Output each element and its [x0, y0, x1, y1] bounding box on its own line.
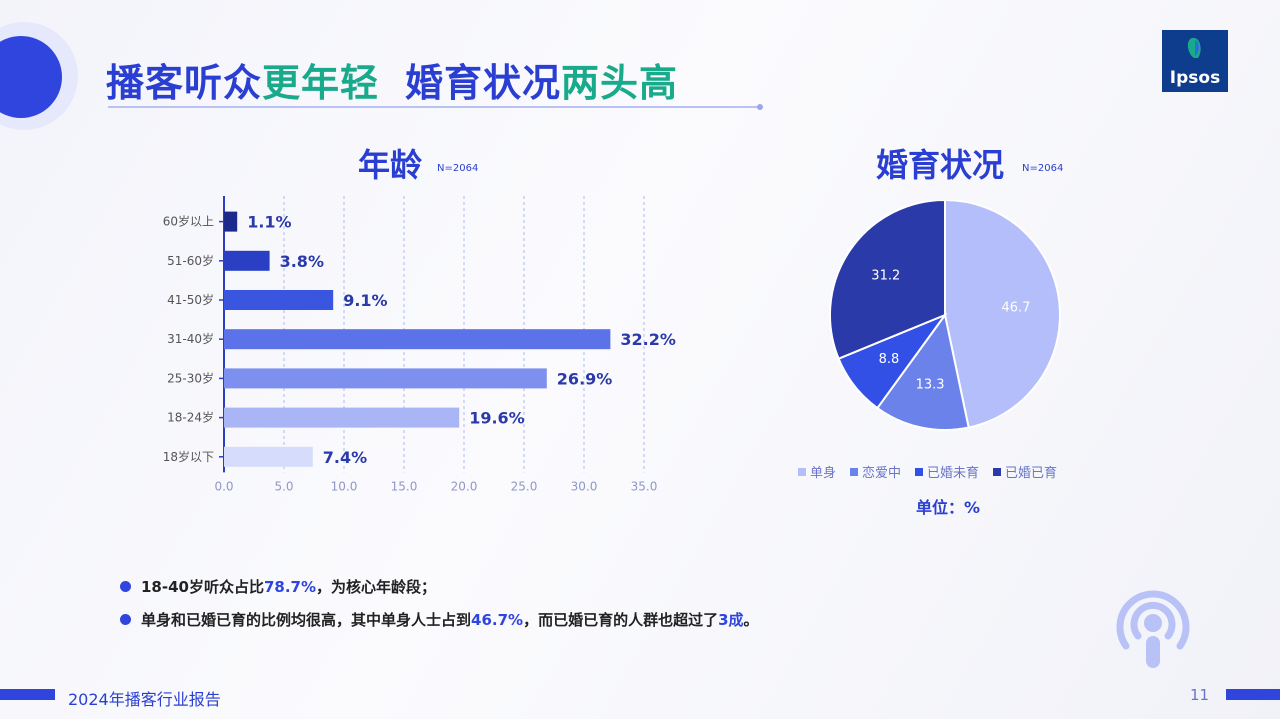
- footer-bar-left: [0, 689, 55, 700]
- title-underline-dot: [757, 104, 763, 110]
- x-tick-label: 15.0: [391, 479, 418, 493]
- bar: [224, 250, 270, 271]
- unit-label: 单位：%: [916, 498, 981, 517]
- marriage-pie-chart: 46.7 13.3 8.8 31.2: [829, 200, 1061, 431]
- legend-label: 已婚已育: [1005, 466, 1058, 481]
- y-tick-label: 41-50岁: [167, 292, 214, 307]
- legend-swatch: [993, 467, 1002, 476]
- podcast-icon: [1116, 590, 1190, 668]
- bar-value-label: 1.1%: [247, 213, 291, 232]
- title-part-1: 播客听众: [106, 61, 263, 105]
- age-chart-n: N=2064: [437, 163, 479, 174]
- marriage-chart-n: N=2064: [1022, 163, 1064, 174]
- footer-bar-right: [1226, 689, 1280, 700]
- y-tick-label: 51-60岁: [167, 253, 214, 268]
- pie-slice: [876, 312, 970, 431]
- bar-value-label: 19.6%: [469, 409, 525, 428]
- pie-slice: [829, 200, 946, 360]
- x-tick-label: 30.0: [571, 479, 598, 493]
- x-tick-label: 0.0: [214, 479, 233, 493]
- footer-report-title: 2024年播客行业报告: [68, 690, 221, 709]
- bar-value-label: 9.1%: [343, 291, 387, 310]
- pie-value-label: 46.7: [1001, 301, 1030, 316]
- legend-swatch: [798, 467, 806, 476]
- y-tick-label: 18-24岁: [167, 410, 214, 425]
- x-tick-label: 20.0: [451, 479, 478, 493]
- bar: [224, 368, 547, 389]
- y-tick-label: 18岁以下: [163, 449, 214, 464]
- title-underline: [108, 106, 760, 108]
- bullet-icon: [120, 581, 131, 592]
- bar-value-label: 7.4%: [323, 448, 367, 467]
- x-tick-label: 35.0: [631, 479, 658, 493]
- bar: [224, 290, 334, 310]
- page-number: 11: [1190, 686, 1210, 704]
- pie-value-label: 31.2: [871, 268, 900, 283]
- legend-swatch: [850, 467, 859, 476]
- note-item-1: 18-40岁听众占比 78.7% ，为核心年龄段；: [120, 576, 759, 597]
- y-tick-label: 25-30岁: [167, 370, 214, 385]
- legend-item: 已婚已育: [993, 462, 1057, 481]
- bar-value-label: 3.8%: [280, 252, 324, 271]
- pie-value-label: 8.8: [879, 352, 900, 367]
- bar: [224, 446, 313, 467]
- bar: [224, 407, 460, 428]
- age-chart-title: 年龄: [358, 146, 423, 184]
- ipsos-logo-mark: [1187, 37, 1201, 58]
- legend-item: 单身: [798, 462, 836, 481]
- legend-label: 单身: [810, 466, 837, 481]
- legend-label: 恋爱中: [862, 466, 902, 481]
- y-tick-label: 31-40岁: [167, 331, 214, 346]
- bar: [224, 211, 238, 232]
- page-title: 播客听众更年轻 婚育状况两头高: [106, 52, 678, 107]
- note-item-2: 单身和已婚已育的比例均很高，其中单身人士占到 46.7% ，而已婚已育的人群也超过了…: [120, 609, 759, 630]
- pie-value-label: 13.3: [916, 378, 945, 393]
- legend-item: 恋爱中: [850, 462, 901, 481]
- legend-label: 已婚未育: [927, 466, 980, 481]
- x-tick-label: 10.0: [331, 479, 358, 493]
- pie-slice: [944, 200, 1061, 429]
- bar: [224, 329, 611, 350]
- bar-value-label: 32.2%: [620, 330, 676, 349]
- x-tick-label: 5.0: [274, 479, 293, 493]
- marriage-chart-title: 婚育状况: [876, 146, 1005, 184]
- bullet-icon: [120, 614, 131, 625]
- pie-legend: 单身 恋爱中 已婚未育 已婚已育: [798, 462, 1057, 481]
- notes-list: 18-40岁听众占比 78.7% ，为核心年龄段； 单身和已婚已育的比例均很高，其中…: [120, 576, 759, 642]
- title-part-2: 更年轻: [262, 61, 380, 105]
- bar-value-label: 26.9%: [557, 369, 613, 388]
- legend-swatch: [915, 467, 924, 476]
- logo-text: Ipsos: [1169, 68, 1221, 88]
- legend-item: 已婚未育: [915, 462, 979, 481]
- ipsos-logo: Ipsos: [1162, 30, 1228, 92]
- x-tick-label: 25.0: [511, 479, 538, 493]
- title-part-4: 两头高: [561, 61, 679, 105]
- title-part-3: 婚育状况: [405, 61, 562, 105]
- age-bar-chart: 0.0 5.0 10.0 15.0 20.0 25.0 30.0 35.0 60岁以上 1.1% 5…: [163, 196, 676, 493]
- y-tick-label: 60岁以上: [163, 214, 214, 229]
